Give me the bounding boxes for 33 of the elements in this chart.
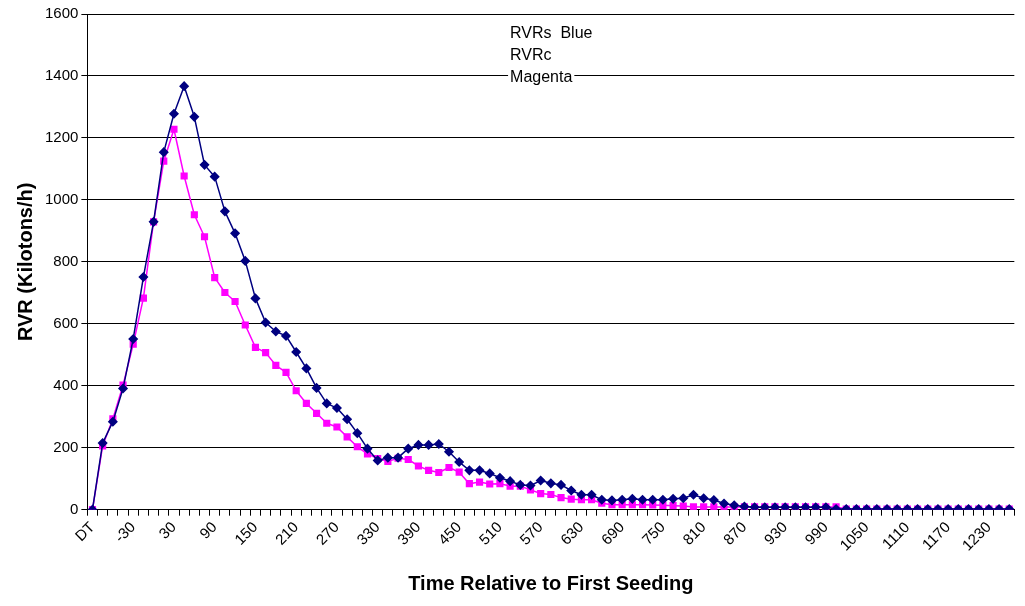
x-tick-label: 330	[353, 518, 383, 548]
annotation: RVRc	[510, 46, 552, 64]
x-axis-title: Time Relative to First Seeding	[408, 571, 694, 594]
x-tick-label: -30	[110, 518, 139, 546]
x-tick-label: 30	[155, 518, 179, 542]
x-tick-label: 90	[195, 518, 220, 542]
y-tick-label: 200	[53, 437, 79, 455]
y-tick-label: 1400	[44, 66, 79, 84]
x-tick-label: 210	[271, 518, 302, 548]
x-tick-label: DT	[71, 518, 98, 545]
x-tick-label: 810	[678, 518, 709, 548]
x-tick-label: 570	[515, 518, 546, 548]
y-tick-label: 1600	[44, 4, 79, 22]
x-tick-label: 630	[556, 518, 587, 548]
y-tick-label: 400	[53, 375, 79, 393]
y-tick-label: 1000	[44, 190, 79, 208]
x-tick-label: 450	[434, 518, 465, 548]
x-tick-label: 510	[475, 518, 505, 548]
x-tick-label: 150	[230, 518, 261, 548]
x-tick-label: 930	[760, 518, 791, 548]
x-tick-label: 990	[801, 518, 831, 548]
x-tick-label: 390	[393, 518, 424, 548]
y-tick-label: 800	[53, 251, 79, 269]
x-tick-label: 270	[312, 518, 342, 548]
x-tick-label: 690	[597, 518, 628, 548]
y-tick-label: 600	[53, 313, 79, 331]
annotation: RVRs Blue	[510, 24, 593, 42]
y-axis-title: RVR (Kilotons/h)	[13, 182, 36, 342]
y-tick-label: 0	[70, 499, 79, 517]
annotation: Magenta	[510, 68, 573, 86]
x-tick-label: 750	[638, 518, 668, 548]
y-tick-label: 1200	[44, 128, 79, 146]
x-tick-label: 870	[719, 518, 750, 548]
